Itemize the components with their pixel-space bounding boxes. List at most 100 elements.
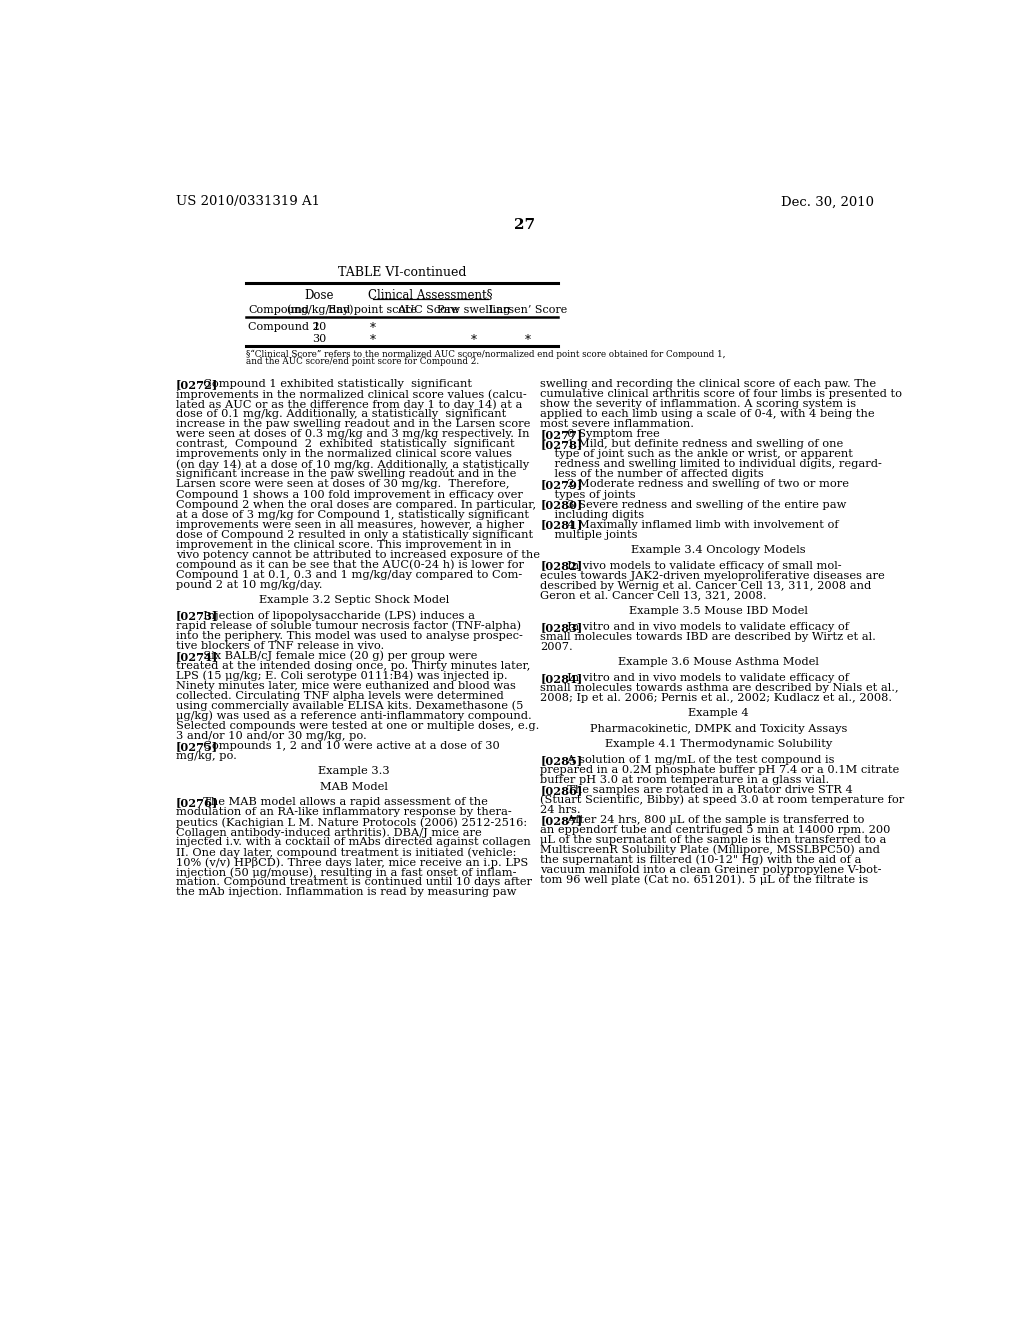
Text: (Stuart Scientific, Bibby) at speed 3.0 at room temperature for: (Stuart Scientific, Bibby) at speed 3.0 … [541, 795, 904, 805]
Text: [0272]: [0272] [176, 379, 218, 391]
Text: Ninety minutes later, mice were euthanized and blood was: Ninety minutes later, mice were euthaniz… [176, 681, 516, 690]
Text: μg/kg) was used as a reference anti-inflammatory compound.: μg/kg) was used as a reference anti-infl… [176, 710, 531, 721]
Text: MAB Model: MAB Model [321, 781, 388, 792]
Text: dose of Compound 2 resulted in only a statistically significant: dose of Compound 2 resulted in only a st… [176, 529, 534, 540]
Text: [0287]: [0287] [541, 814, 583, 826]
Text: improvements were seen in all measures, however, a higher: improvements were seen in all measures, … [176, 520, 524, 529]
Text: Compound 1 exhibited statistically  significant: Compound 1 exhibited statistically signi… [196, 379, 472, 389]
Text: 4 Maximally inflamed limb with involvement of: 4 Maximally inflamed limb with involveme… [560, 520, 839, 529]
Text: small molecules towards IBD are described by Wirtz et al.: small molecules towards IBD are describe… [541, 632, 877, 642]
Text: Compound: Compound [248, 305, 309, 314]
Text: II. One day later, compound treatment is initiated (vehicle:: II. One day later, compound treatment is… [176, 847, 516, 858]
Text: *: * [370, 334, 376, 347]
Text: compound as it can be see that the AUC(0-24 h) is lower for: compound as it can be see that the AUC(0… [176, 560, 524, 570]
Text: Example 4: Example 4 [688, 709, 749, 718]
Text: Compound 1 shows a 100 fold improvement in efficacy over: Compound 1 shows a 100 fold improvement … [176, 490, 523, 499]
Text: 10% (v/v) HPβCD). Three days later, mice receive an i.p. LPS: 10% (v/v) HPβCD). Three days later, mice… [176, 858, 528, 869]
Text: μL of the supernatant of the sample is then transferred to a: μL of the supernatant of the sample is t… [541, 834, 887, 845]
Text: *: * [525, 334, 530, 347]
Text: Dec. 30, 2010: Dec. 30, 2010 [780, 195, 873, 209]
Text: vacuum manifold into a clean Greiner polypropylene V-bot-: vacuum manifold into a clean Greiner pol… [541, 865, 882, 875]
Text: LPS (15 μg/kg; E. Coli serotype 0111:B4) was injected ip.: LPS (15 μg/kg; E. Coli serotype 0111:B4)… [176, 671, 508, 681]
Text: buffer pH 3.0 at room temperature in a glass vial.: buffer pH 3.0 at room temperature in a g… [541, 775, 829, 785]
Text: Dose: Dose [305, 289, 334, 301]
Text: Compound 2: Compound 2 [248, 322, 319, 333]
Text: including digits: including digits [541, 510, 644, 520]
Text: contrast,  Compound  2  exhibited  statistically  significant: contrast, Compound 2 exhibited statistic… [176, 440, 515, 449]
Text: using commercially available ELISA kits. Dexamethasone (5: using commercially available ELISA kits.… [176, 701, 523, 711]
Text: described by Wernig et al. Cancer Cell 13, 311, 2008 and: described by Wernig et al. Cancer Cell 1… [541, 581, 871, 590]
Text: 3 and/or 10 and/or 30 mg/kg, po.: 3 and/or 10 and/or 30 mg/kg, po. [176, 731, 367, 741]
Text: [0278]: [0278] [541, 440, 583, 450]
Text: MultiscreenR Solubility Plate (Millipore, MSSLBPC50) and: MultiscreenR Solubility Plate (Millipore… [541, 845, 881, 855]
Text: Pharmacokinetic, DMPK and Toxicity Assays: Pharmacokinetic, DMPK and Toxicity Assay… [590, 723, 847, 734]
Text: injection (50 μg/mouse), resulting in a fast onset of inflam-: injection (50 μg/mouse), resulting in a … [176, 867, 516, 878]
Text: Clinical Assessment§: Clinical Assessment§ [368, 289, 493, 301]
Text: Injection of lipopolysaccharide (LPS) induces a: Injection of lipopolysaccharide (LPS) in… [196, 611, 475, 622]
Text: improvement in the clinical score. This improvement in in: improvement in the clinical score. This … [176, 540, 511, 549]
Text: [0284]: [0284] [541, 673, 583, 684]
Text: dose of 0.1 mg/kg. Additionally, a statistically  significant: dose of 0.1 mg/kg. Additionally, a stati… [176, 409, 506, 420]
Text: US 2010/0331319 A1: US 2010/0331319 A1 [176, 195, 321, 209]
Text: injected i.v. with a cocktail of mAbs directed against collagen: injected i.v. with a cocktail of mAbs di… [176, 837, 530, 847]
Text: [0273]: [0273] [176, 611, 218, 622]
Text: The samples are rotated in a Rotator drive STR 4: The samples are rotated in a Rotator dri… [560, 785, 853, 795]
Text: (on day 14) at a dose of 10 mg/kg. Additionally, a statistically: (on day 14) at a dose of 10 mg/kg. Addit… [176, 459, 529, 470]
Text: small molecules towards asthma are described by Nials et al.,: small molecules towards asthma are descr… [541, 682, 899, 693]
Text: applied to each limb using a scale of 0-4, with 4 being the: applied to each limb using a scale of 0-… [541, 409, 874, 420]
Text: Example 3.5 Mouse IBD Model: Example 3.5 Mouse IBD Model [629, 606, 808, 616]
Text: AUC Score: AUC Score [397, 305, 459, 314]
Text: into the periphery. This model was used to analyse prospec-: into the periphery. This model was used … [176, 631, 523, 640]
Text: redness and swelling limited to individual digits, regard-: redness and swelling limited to individu… [541, 459, 882, 470]
Text: cumulative clinical arthritis score of four limbs is presented to: cumulative clinical arthritis score of f… [541, 389, 902, 400]
Text: Paw swelling: Paw swelling [437, 305, 510, 314]
Text: at a dose of 3 mg/kg for Compound 1, statistically significant: at a dose of 3 mg/kg for Compound 1, sta… [176, 510, 529, 520]
Text: rapid release of soluble tumour necrosis factor (TNF-alpha): rapid release of soluble tumour necrosis… [176, 620, 521, 631]
Text: ecules towards JAK2-driven myeloproliferative diseases are: ecules towards JAK2-driven myeloprolifer… [541, 570, 885, 581]
Text: vivo potency cannot be attributed to increased exposure of the: vivo potency cannot be attributed to inc… [176, 549, 540, 560]
Text: Compounds 1, 2 and 10 were active at a dose of 30: Compounds 1, 2 and 10 were active at a d… [196, 741, 500, 751]
Text: Collagen antibody-induced arthritis). DBA/J mice are: Collagen antibody-induced arthritis). DB… [176, 828, 482, 838]
Text: §“Clinical Score” refers to the normalized AUC score/normalized end point score : §“Clinical Score” refers to the normaliz… [246, 350, 725, 359]
Text: swelling and recording the clinical score of each paw. The: swelling and recording the clinical scor… [541, 379, 877, 389]
Text: multiple joints: multiple joints [541, 529, 638, 540]
Text: prepared in a 0.2M phosphate buffer pH 7.4 or a 0.1M citrate: prepared in a 0.2M phosphate buffer pH 7… [541, 764, 899, 775]
Text: significant increase in the paw swelling readout and in the: significant increase in the paw swelling… [176, 470, 516, 479]
Text: treated at the intended dosing once, po. Thirty minutes later,: treated at the intended dosing once, po.… [176, 661, 530, 671]
Text: increase in the paw swelling readout and in the Larsen score: increase in the paw swelling readout and… [176, 420, 530, 429]
Text: Compound 2 when the oral doses are compared. In particular,: Compound 2 when the oral doses are compa… [176, 499, 537, 510]
Text: TABLE VI-continued: TABLE VI-continued [338, 267, 466, 280]
Text: most severe inflammation.: most severe inflammation. [541, 420, 694, 429]
Text: [0279]: [0279] [541, 479, 583, 491]
Text: [0275]: [0275] [176, 741, 218, 752]
Text: Geron et al. Cancer Cell 13, 321, 2008.: Geron et al. Cancer Cell 13, 321, 2008. [541, 590, 767, 601]
Text: pound 2 at 10 mg/kg/day.: pound 2 at 10 mg/kg/day. [176, 579, 323, 590]
Text: mg/kg, po.: mg/kg, po. [176, 751, 237, 760]
Text: types of joints: types of joints [541, 490, 636, 499]
Text: [0286]: [0286] [541, 785, 583, 796]
Text: 3 Severe redness and swelling of the entire paw: 3 Severe redness and swelling of the ent… [560, 499, 847, 510]
Text: tom 96 well plate (Cat no. 651201). 5 μL of the filtrate is: tom 96 well plate (Cat no. 651201). 5 μL… [541, 875, 868, 886]
Text: Example 3.4 Oncology Models: Example 3.4 Oncology Models [631, 545, 806, 554]
Text: the supernatant is filtered (10-12" Hg) with the aid of a: the supernatant is filtered (10-12" Hg) … [541, 855, 861, 866]
Text: type of joint such as the ankle or wrist, or apparent: type of joint such as the ankle or wrist… [541, 449, 853, 459]
Text: Larsen score were seen at doses of 30 mg/kg.  Therefore,: Larsen score were seen at doses of 30 mg… [176, 479, 510, 490]
Text: lated as AUC or as the difference from day 1 to day 14) at a: lated as AUC or as the difference from d… [176, 400, 522, 411]
Text: the mAb injection. Inflammation is read by measuring paw: the mAb injection. Inflammation is read … [176, 887, 516, 898]
Text: [0277]: [0277] [541, 429, 583, 441]
Text: 2007.: 2007. [541, 642, 573, 652]
Text: Example 3.3: Example 3.3 [318, 767, 390, 776]
Text: The MAB model allows a rapid assessment of the: The MAB model allows a rapid assessment … [196, 797, 487, 808]
Text: improvements only in the normalized clinical score values: improvements only in the normalized clin… [176, 449, 512, 459]
Text: (mg/kg/day): (mg/kg/day) [286, 305, 353, 315]
Text: peutics (Kachigian L M. Nature Protocols (2006) 2512-2516:: peutics (Kachigian L M. Nature Protocols… [176, 817, 527, 828]
Text: Compound 1 at 0.1, 0.3 and 1 mg/kg/day compared to Com-: Compound 1 at 0.1, 0.3 and 1 mg/kg/day c… [176, 570, 522, 579]
Text: Six BALB/cJ female mice (20 g) per group were: Six BALB/cJ female mice (20 g) per group… [196, 651, 477, 661]
Text: Example 3.6 Mouse Asthma Model: Example 3.6 Mouse Asthma Model [618, 657, 819, 667]
Text: In vitro and in vivo models to validate efficacy of: In vitro and in vivo models to validate … [560, 622, 849, 632]
Text: an eppendorf tube and centrifuged 5 min at 14000 rpm. 200: an eppendorf tube and centrifuged 5 min … [541, 825, 891, 834]
Text: Selected compounds were tested at one or multiple doses, e.g.: Selected compounds were tested at one or… [176, 721, 540, 731]
Text: *: * [370, 322, 376, 335]
Text: improvements in the normalized clinical score values (calcu-: improvements in the normalized clinical … [176, 389, 526, 400]
Text: modulation of an RA-like inflammatory response by thera-: modulation of an RA-like inflammatory re… [176, 808, 512, 817]
